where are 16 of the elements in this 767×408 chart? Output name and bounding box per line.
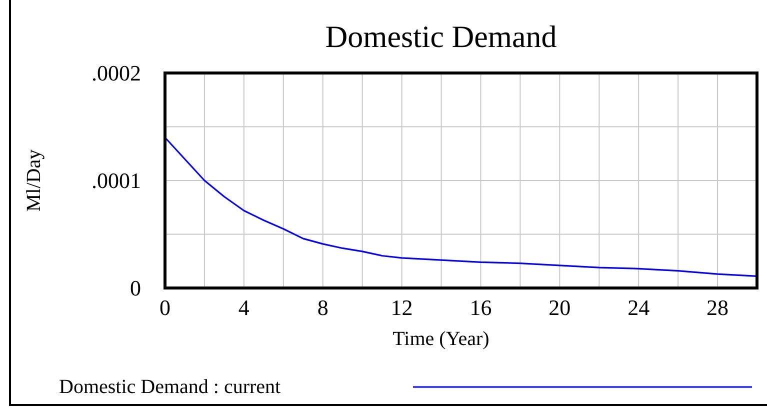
y-tick-label: .0001 xyxy=(92,168,141,194)
x-tick-label: 12 xyxy=(390,295,413,320)
text: Domestic Demand : current xyxy=(59,376,282,398)
y-axis-title: Ml/Day xyxy=(23,149,45,212)
line-series xyxy=(165,136,757,277)
x-tick-label: 16 xyxy=(470,295,492,320)
x-tick-label: 24 xyxy=(628,295,650,320)
x-tick-label: 20 xyxy=(548,295,571,320)
x-axis-title: Time (Year) xyxy=(392,328,490,350)
chart-title: Domestic Demand xyxy=(325,19,558,54)
y-tick-label: 0 xyxy=(130,276,141,301)
y-tick-label: .0002 xyxy=(92,60,141,86)
x-tick-label: 28 xyxy=(706,295,729,320)
x-tick-label: 4 xyxy=(238,295,250,320)
x-tick-label: 8 xyxy=(317,295,328,320)
x-tick-label: 0 xyxy=(160,295,170,320)
